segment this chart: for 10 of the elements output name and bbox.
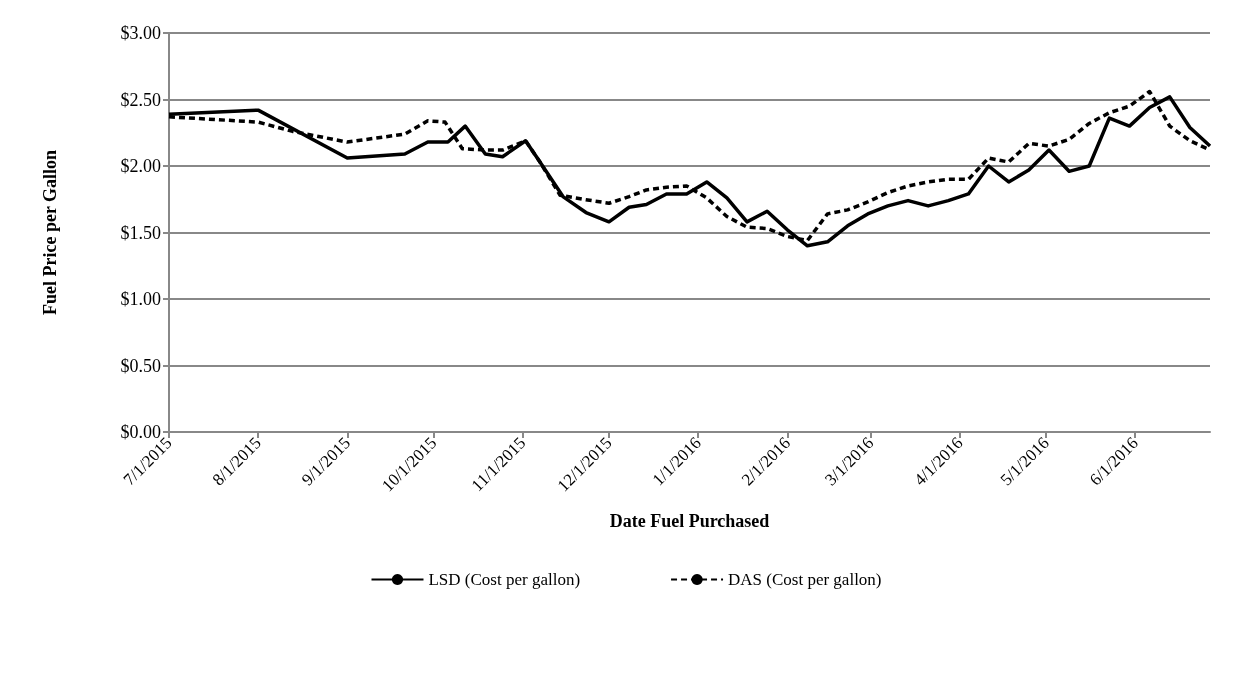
legend-label: DAS (Cost per gallon) [728, 570, 882, 589]
y-axis-title: Fuel Price per Gallon [40, 149, 60, 316]
y-tick-label: $0.50 [120, 355, 161, 376]
y-tick-label: $1.00 [120, 289, 161, 309]
x-axis-title: Date Fuel Purchased [609, 511, 770, 531]
y-tick-label: $2.00 [120, 156, 161, 176]
y-tick-label: $2.50 [120, 89, 161, 110]
y-tick-label: $3.00 [120, 23, 161, 43]
legend-label: LSD (Cost per gallon) [428, 570, 581, 589]
y-tick-label: $1.50 [120, 222, 161, 243]
